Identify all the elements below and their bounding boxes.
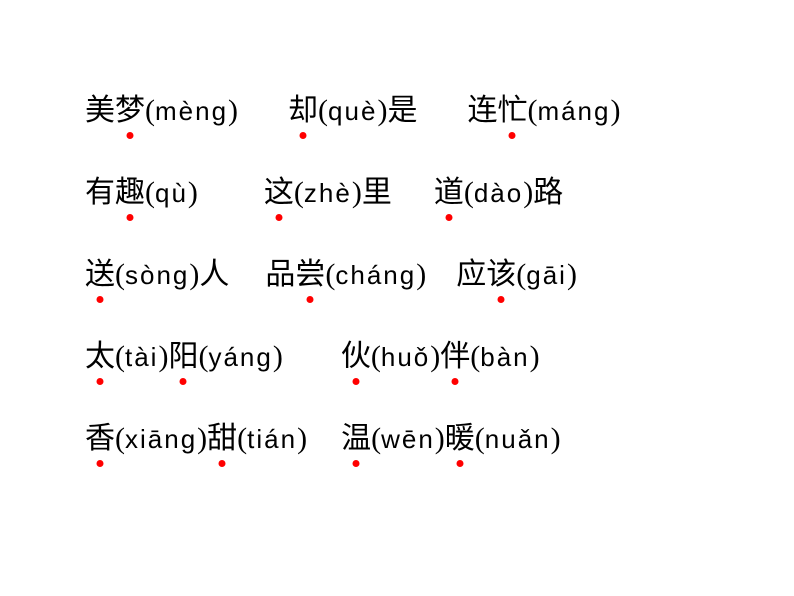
paren: ) — [430, 340, 440, 374]
paren: ( — [470, 340, 480, 374]
paren: ) — [188, 176, 198, 210]
pinyin-text: tián — [247, 424, 297, 455]
paren: ) — [273, 340, 283, 374]
paren: ( — [145, 176, 155, 210]
vocab-entry: 温(wēn)暖(nuǎn) — [341, 413, 561, 457]
hanzi-char: 品 — [265, 249, 295, 293]
vocab-entry: 香(xiāng)甜(tián) — [85, 413, 307, 457]
hanzi-char: 甜 — [207, 413, 237, 457]
pinyin-text: zhè — [304, 178, 352, 209]
paren: ( — [115, 340, 125, 374]
paren: ) — [435, 422, 445, 456]
vocab-entry: 应该(gāi) — [456, 249, 577, 293]
hanzi-char: 里 — [362, 167, 392, 211]
hanzi-char: 是 — [387, 85, 417, 129]
hanzi-char: 送 — [85, 249, 115, 293]
pinyin-text: dào — [474, 178, 523, 209]
vocabulary-list: 美梦(mèng)却(què)是连忙(máng)有趣(qù)这(zhè)里道(dà… — [0, 0, 794, 457]
pinyin-text: huǒ — [381, 342, 430, 373]
paren: ) — [297, 422, 307, 456]
hanzi-char: 路 — [533, 167, 563, 211]
vocab-entry: 送(sòng)人 — [85, 249, 229, 293]
paren: ) — [610, 94, 620, 128]
paren: ) — [530, 340, 540, 374]
pinyin-text: máng — [537, 96, 610, 127]
paren: ) — [189, 258, 199, 292]
paren: ( — [516, 258, 526, 292]
pinyin-text: yáng — [208, 342, 272, 373]
vocab-row: 太(tài)阳(yáng)伙(huǒ)伴(bàn) — [85, 331, 794, 375]
pinyin-text: sòng — [125, 260, 189, 291]
pinyin-text: qù — [155, 178, 188, 209]
pinyin-text: nuǎn — [485, 424, 551, 455]
hanzi-char: 温 — [341, 413, 371, 457]
paren: ( — [527, 94, 537, 128]
paren: ( — [198, 340, 208, 374]
paren: ) — [197, 422, 207, 456]
vocab-row: 美梦(mèng)却(què)是连忙(máng) — [85, 85, 794, 129]
paren: ) — [416, 258, 426, 292]
vocab-row: 有趣(qù)这(zhè)里道(dào)路 — [85, 167, 794, 211]
paren: ) — [551, 422, 561, 456]
vocab-entry: 有趣(qù) — [85, 167, 198, 211]
hanzi-char: 香 — [85, 413, 115, 457]
hanzi-char: 忙 — [497, 85, 527, 129]
hanzi-char: 暖 — [445, 413, 475, 457]
paren: ) — [228, 94, 238, 128]
pinyin-text: xiāng — [125, 424, 197, 455]
hanzi-char: 美 — [85, 85, 115, 129]
paren: ( — [145, 94, 155, 128]
hanzi-char: 人 — [199, 249, 229, 293]
pinyin-text: wēn — [381, 424, 435, 455]
hanzi-char: 趣 — [115, 167, 145, 211]
hanzi-char: 这 — [264, 167, 294, 211]
vocab-entry: 连忙(máng) — [467, 85, 620, 129]
hanzi-char: 连 — [467, 85, 497, 129]
paren: ) — [377, 94, 387, 128]
paren: ( — [325, 258, 335, 292]
vocab-entry: 品尝(cháng) — [265, 249, 426, 293]
paren: ) — [567, 258, 577, 292]
paren: ( — [371, 422, 381, 456]
pinyin-text: gāi — [526, 260, 567, 291]
hanzi-char: 伴 — [440, 331, 470, 375]
hanzi-char: 有 — [85, 167, 115, 211]
paren: ( — [318, 94, 328, 128]
hanzi-char: 应 — [456, 249, 486, 293]
paren: ( — [115, 422, 125, 456]
pinyin-text: què — [328, 96, 377, 127]
vocab-entry: 太(tài)阳(yáng) — [85, 331, 283, 375]
vocab-entry: 却(què)是 — [288, 85, 417, 129]
paren: ( — [115, 258, 125, 292]
pinyin-text: bàn — [480, 342, 529, 373]
vocab-entry: 伙(huǒ)伴(bàn) — [341, 331, 540, 375]
paren: ) — [158, 340, 168, 374]
hanzi-char: 该 — [486, 249, 516, 293]
hanzi-char: 却 — [288, 85, 318, 129]
paren: ( — [371, 340, 381, 374]
hanzi-char: 太 — [85, 331, 115, 375]
paren: ( — [475, 422, 485, 456]
hanzi-char: 伙 — [341, 331, 371, 375]
paren: ( — [464, 176, 474, 210]
hanzi-char: 梦 — [115, 85, 145, 129]
pinyin-text: cháng — [335, 260, 416, 291]
hanzi-char: 阳 — [168, 331, 198, 375]
paren: ) — [523, 176, 533, 210]
vocab-row: 送(sòng)人品尝(cháng)应该(gāi) — [85, 249, 794, 293]
pinyin-text: mèng — [155, 96, 228, 127]
paren: ( — [237, 422, 247, 456]
hanzi-char: 尝 — [295, 249, 325, 293]
paren: ( — [294, 176, 304, 210]
vocab-entry: 美梦(mèng) — [85, 85, 238, 129]
vocab-entry: 道(dào)路 — [434, 167, 563, 211]
pinyin-text: tài — [125, 342, 158, 373]
vocab-row: 香(xiāng)甜(tián)温(wēn)暖(nuǎn) — [85, 413, 794, 457]
vocab-entry: 这(zhè)里 — [264, 167, 392, 211]
hanzi-char: 道 — [434, 167, 464, 211]
paren: ) — [352, 176, 362, 210]
